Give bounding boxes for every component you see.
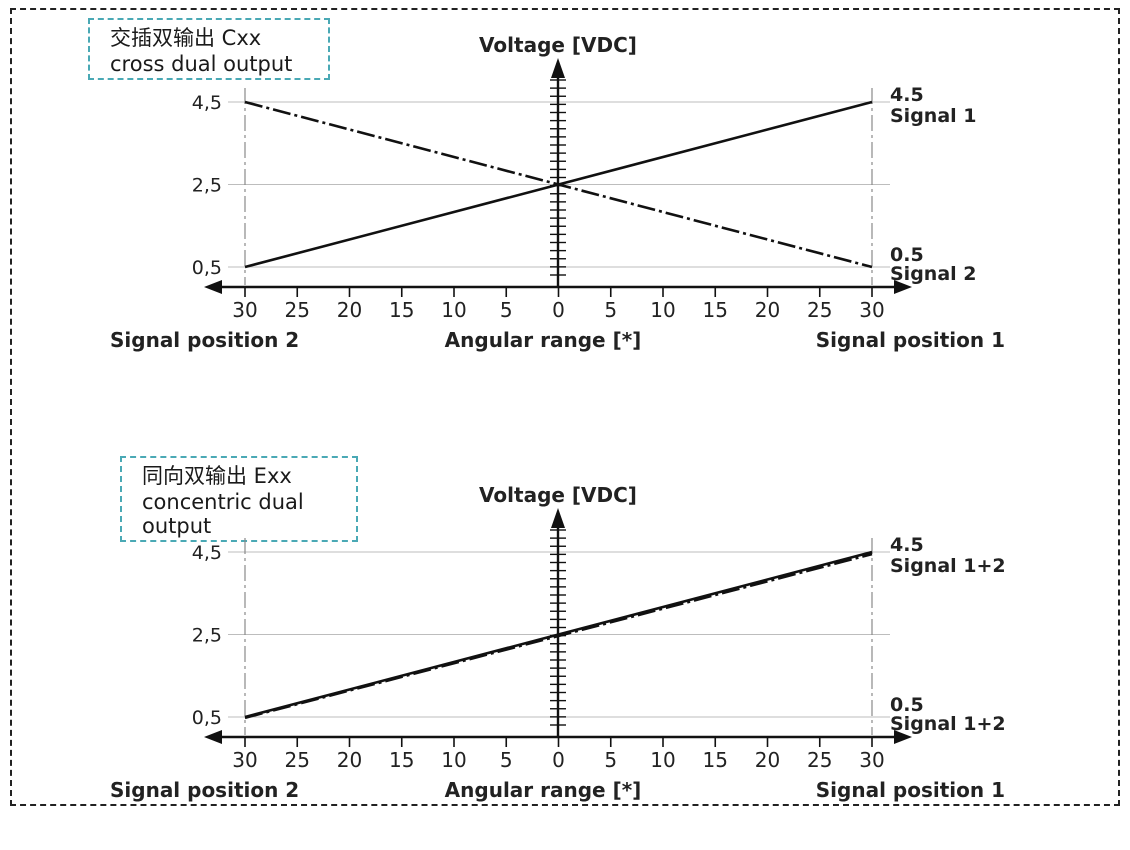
right-value-label: 4.5 — [890, 534, 924, 556]
x-tick-label: 30 — [859, 748, 884, 772]
x-tick-label: 20 — [755, 748, 780, 772]
chart-label-chinese: 交插双输出 Cxx — [110, 26, 262, 50]
y-axis-arrow — [551, 58, 565, 78]
x-tick-label: 10 — [441, 298, 466, 322]
x-tick-label: 30 — [232, 748, 257, 772]
x-tick-label: 15 — [703, 298, 728, 322]
y-tick-label: 2,5 — [192, 625, 222, 647]
x-tick-label: 5 — [500, 748, 513, 772]
y-tick-label: 2,5 — [192, 175, 222, 197]
chart-label-chinese: 同向双输出 Exx — [142, 464, 292, 488]
x-right-label: Signal position 1 — [816, 778, 1005, 802]
x-tick-label: 0 — [552, 298, 565, 322]
x-tick-label: 10 — [650, 748, 675, 772]
x-tick-label: 15 — [389, 298, 414, 322]
chart-label-english: cross dual output — [110, 52, 293, 76]
x-tick-label: 20 — [755, 298, 780, 322]
x-tick-label: 0 — [552, 748, 565, 772]
x-tick-label: 30 — [232, 298, 257, 322]
y-axis-title: Voltage [VDC] — [479, 483, 637, 507]
chart-label-box: 交插双输出 Cxx cross dual output — [88, 18, 330, 80]
y-axis-title: Voltage [VDC] — [479, 33, 637, 57]
x-tick-label: 20 — [337, 298, 362, 322]
x-axis-arrow-left — [204, 280, 222, 294]
x-tick-label: 15 — [389, 748, 414, 772]
y-tick-label: 0,5 — [192, 707, 222, 729]
right-signal-label: Signal 1+2 — [890, 713, 1006, 735]
x-tick-label: 15 — [703, 748, 728, 772]
x-axis-title: Angular range [*] — [445, 778, 642, 802]
right-signal-label: Signal 2 — [890, 263, 977, 285]
x-axis-arrow-left — [204, 730, 222, 744]
chart-svg-cross: 30 25 20 15 10 5 0 5 10 15 20 25 30 0,5 2,5 4,5 Voltage … — [110, 33, 1005, 352]
right-value-label: 0.5 — [890, 694, 924, 716]
x-axis-title: Angular range [*] — [445, 328, 642, 352]
right-signal-label: Signal 1+2 — [890, 555, 1006, 577]
chart-label-box: 同向双输出 Exx concentric dual output — [120, 456, 358, 542]
x-right-label: Signal position 1 — [816, 328, 1005, 352]
chart-panel-cross: 交插双输出 Cxx cross dual output 30 25 20 15 10 5 0… — [0, 0, 1130, 400]
x-tick-label: 5 — [604, 748, 617, 772]
x-left-label: Signal position 2 — [110, 328, 299, 352]
x-tick-label: 25 — [285, 748, 310, 772]
chart-label-english: concentric dual output — [142, 490, 304, 538]
series-line — [244, 550, 873, 719]
outer-dashed-frame — [10, 8, 1120, 806]
y-tick-label: 4,5 — [192, 92, 222, 114]
x-left-label: Signal position 2 — [110, 778, 299, 802]
x-tick-label: 25 — [807, 748, 832, 772]
x-tick-label: 5 — [604, 298, 617, 322]
outer-dashed-frame-right — [1118, 8, 1120, 806]
chart-svg-concentric: 30 25 20 15 10 5 0 5 10 15 20 25 30 0,5 2,5 4,5 Voltage … — [110, 483, 1006, 802]
chart-panel-concentric: 同向双输出 Exx concentric dual output 30 25 20 1… — [0, 450, 1130, 850]
x-tick-label: 10 — [441, 748, 466, 772]
series-line — [244, 100, 873, 269]
x-tick-label: 30 — [859, 298, 884, 322]
x-axis-arrow-right — [894, 730, 912, 744]
x-tick-label: 10 — [650, 298, 675, 322]
right-value-label: 4.5 — [890, 84, 924, 106]
y-tick-label: 4,5 — [192, 542, 222, 564]
x-tick-label: 5 — [500, 298, 513, 322]
y-axis-arrow — [551, 508, 565, 528]
y-tick-label: 0,5 — [192, 257, 222, 279]
right-signal-label: Signal 1 — [890, 105, 977, 127]
x-tick-label: 25 — [807, 298, 832, 322]
series-line — [244, 552, 873, 720]
x-tick-label: 20 — [337, 748, 362, 772]
x-tick-label: 25 — [285, 298, 310, 322]
x-axis-arrow-right — [894, 280, 912, 294]
right-value-label: 0.5 — [890, 244, 924, 266]
